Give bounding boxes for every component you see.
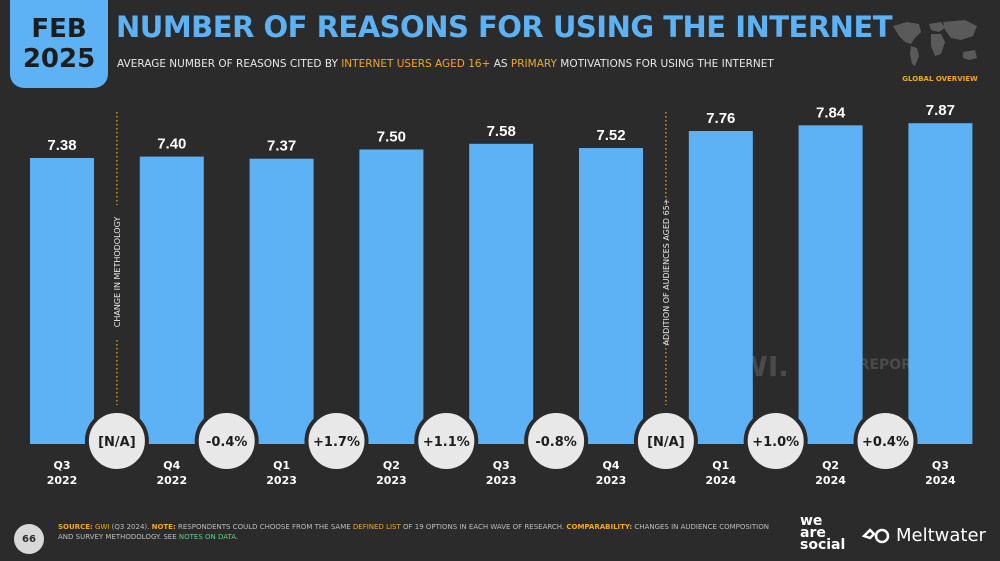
change-badge (743, 409, 808, 473)
change-badge (633, 409, 698, 473)
page-title: NUMBER OF REASONS FOR USING THE INTERNET (116, 10, 893, 44)
x-tick-label: Q2 (822, 459, 839, 472)
change-badge (194, 409, 259, 473)
note-text: RESPONDENTS COULD CHOOSE FROM THE SAME (175, 523, 353, 531)
data-label: 7.50 (377, 128, 406, 145)
change-badge (853, 409, 918, 473)
x-tick-label: 2024 (705, 474, 736, 487)
note-label: NOTE: (151, 523, 176, 531)
x-tick-label: 2023 (486, 474, 517, 487)
bar (469, 143, 534, 445)
change-label: +1.0% (752, 435, 799, 450)
change-badge (524, 409, 589, 473)
change-badge (304, 409, 369, 473)
note-text-2: OF 19 OPTIONS IN EACH WAVE OF RESEARCH. (400, 523, 567, 531)
meltwater-logo: Meltwater (862, 525, 986, 546)
defined-list-link[interactable]: DEFINED LIST (352, 523, 401, 531)
x-tick-label: 2023 (266, 474, 297, 487)
data-label: 7.76 (706, 110, 735, 127)
bar (688, 131, 753, 444)
change-label: -0.4% (206, 435, 247, 450)
comparability-label: COMPARABILITY: (566, 523, 633, 531)
page-number: 66 (14, 524, 44, 554)
subtitle-highlight-1: INTERNET USERS AGED 16+ (341, 58, 491, 70)
change-badge (84, 409, 149, 473)
x-tick-label: Q4 (163, 459, 180, 472)
x-tick-label: Q2 (383, 459, 400, 472)
subtitle-text-2: AS (490, 58, 511, 70)
data-label: 7.84 (816, 104, 846, 121)
data-label: 7.37 (267, 138, 296, 155)
footer-source-note: SOURCE: GWI (Q3 2024). NOTE: RESPONDENTS… (58, 522, 778, 542)
change-label: +1.1% (423, 435, 470, 450)
data-label: 7.58 (487, 123, 516, 140)
change-label: [N/A] (647, 435, 685, 450)
x-tick-label: 2024 (925, 474, 956, 487)
logo-social: social (800, 537, 846, 553)
change-badge (414, 409, 479, 473)
comparability-text: CHANGES IN AUDIENCE COMPOSITION AND SURV… (58, 523, 769, 541)
change-label: [N/A] (98, 435, 136, 450)
data-label: 7.87 (926, 102, 955, 119)
notes-on-data-link[interactable]: NOTES ON DATA (178, 533, 236, 541)
x-tick-label: Q4 (602, 459, 619, 472)
x-tick-label: Q3 (932, 459, 949, 472)
subtitle-highlight-2: PRIMARY (510, 58, 557, 70)
x-tick-label: Q1 (712, 459, 729, 472)
bar (249, 158, 314, 444)
x-tick-label: 2024 (815, 474, 846, 487)
bar (908, 123, 973, 445)
annotation-label: CHANGE IN METHODOLOGY (113, 217, 122, 328)
logo-are: are (800, 525, 826, 541)
source-label: SOURCE: (58, 523, 93, 531)
badge-year: 2025 (22, 44, 96, 74)
x-tick-label: 2022 (47, 474, 78, 487)
x-tick-label: 2022 (156, 474, 187, 487)
change-label: +0.4% (862, 435, 909, 450)
meltwater-text: Meltwater (896, 525, 986, 546)
x-tick-label: 2023 (376, 474, 407, 487)
we-are-social-logo: we are social (800, 513, 846, 553)
subtitle-text-3: MOTIVATIONS FOR USING THE INTERNET (556, 58, 774, 70)
subtitle-text-1: AVERAGE NUMBER OF REASONS CITED BY (117, 58, 342, 70)
data-label: 7.40 (157, 136, 186, 153)
x-tick-label: Q3 (53, 459, 70, 472)
bar (579, 148, 643, 444)
source-link[interactable]: GWI (95, 523, 110, 531)
source-text: (Q3 2024). (109, 523, 152, 531)
annotation-label: ADDITION OF AUDIENCES AGED 65+ (662, 199, 671, 346)
bar (139, 156, 204, 444)
badge-month: FEB (31, 14, 87, 44)
change-label: -0.8% (535, 435, 576, 450)
bar (798, 125, 863, 444)
footer-end: . (235, 533, 239, 541)
data-label: 7.38 (47, 137, 76, 154)
page-subtitle: AVERAGE NUMBER OF REASONS CITED BY INTER… (117, 58, 774, 70)
date-badge: FEB 2025 (10, 0, 108, 88)
global-overview-label: GLOBAL OVERVIEW (902, 75, 978, 83)
logo-we: we (800, 513, 823, 529)
meltwater-icon (862, 527, 890, 543)
change-label: +1.7% (313, 435, 360, 450)
x-tick-label: Q3 (493, 459, 510, 472)
x-tick-label: 2023 (596, 474, 627, 487)
world-map-icon (893, 20, 977, 66)
bar (30, 158, 94, 444)
bar (359, 149, 424, 445)
data-label: 7.52 (596, 127, 625, 144)
x-tick-label: Q1 (273, 459, 290, 472)
